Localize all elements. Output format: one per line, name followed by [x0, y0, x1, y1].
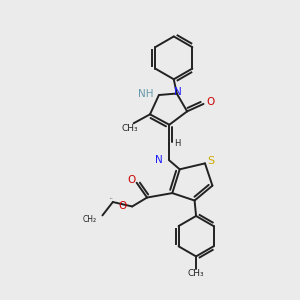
- Text: N: N: [155, 155, 163, 165]
- Text: O: O: [118, 202, 127, 212]
- Text: CH₃: CH₃: [188, 269, 204, 278]
- Text: O: O: [206, 98, 214, 107]
- Text: CH₃: CH₃: [122, 124, 138, 133]
- Text: O: O: [127, 175, 135, 185]
- Text: ethyl: ethyl: [110, 198, 113, 199]
- Text: N: N: [174, 87, 182, 97]
- Text: S: S: [207, 156, 214, 166]
- Text: H: H: [175, 139, 181, 148]
- Text: NH: NH: [138, 88, 154, 98]
- Text: CH₂: CH₂: [83, 215, 97, 224]
